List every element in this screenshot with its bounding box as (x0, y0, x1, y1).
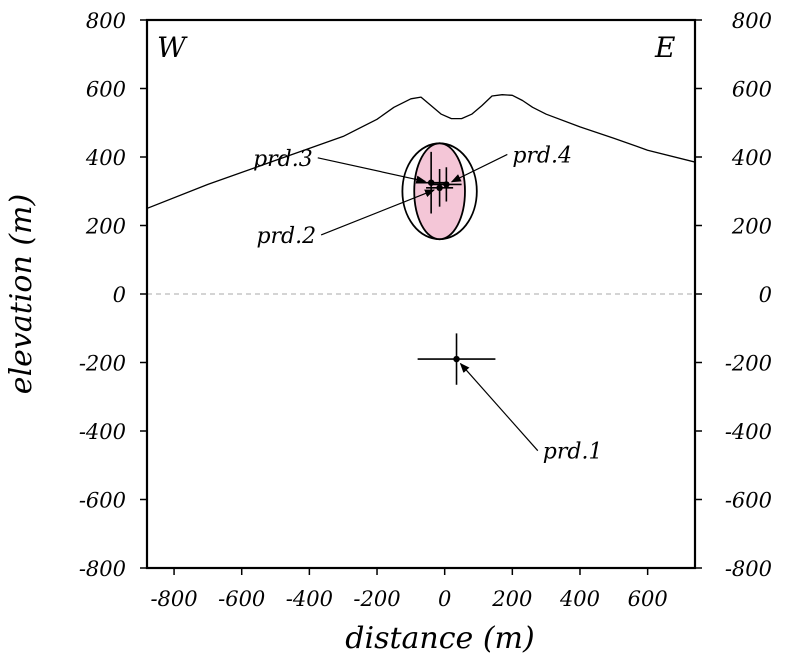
x-tick-label: 400 (559, 587, 600, 611)
annotation-arrow-prd1 (459, 362, 539, 452)
x-tick-label: -400 (286, 587, 333, 611)
corner-label-west: W (157, 31, 188, 64)
annotation-arrow-prd3 (317, 157, 427, 184)
axes: -800 -600 -400 -200 0 200 400 600 -800 -800 -600 -6… (79, 9, 772, 611)
data-point-prd1 (417, 333, 496, 385)
y-tick-label-right: 200 (731, 215, 772, 239)
y-tick-label-left: 0 (113, 283, 126, 307)
annotation-arrow-prd2 (320, 189, 435, 236)
y-tick-label-right: 600 (732, 78, 772, 102)
y-axis-title: elevation (m) (4, 194, 39, 394)
y-tick-label-right: -600 (725, 489, 772, 513)
x-axis-title: distance (m) (345, 621, 534, 656)
y-tick-label-left: 400 (85, 146, 126, 170)
point-marker (443, 181, 450, 188)
y-tick-label-left: -200 (79, 352, 126, 376)
annotation-label-prd1: prd.1 (543, 440, 603, 465)
x-tick-label: -200 (353, 587, 400, 611)
y-tick-label-right: -200 (725, 352, 772, 376)
y-tick-label-left: 600 (86, 78, 126, 102)
x-tick-label: -600 (218, 587, 265, 611)
annotations: prd.1 prd.2 prd.3 prd.4 (253, 143, 602, 464)
point-marker (453, 355, 460, 363)
corner-label-east: E (654, 31, 675, 64)
annotation-label-prd3: prd.3 (253, 147, 313, 172)
x-tick-label: 600 (628, 587, 668, 611)
y-tick-label-right: 400 (731, 146, 772, 170)
y-tick-label-right: 0 (759, 283, 772, 307)
y-tick-label-right: -800 (725, 557, 772, 581)
y-tick-label-left: 200 (85, 215, 126, 239)
plot-area (147, 94, 695, 385)
y-tick-label-left: -400 (79, 420, 126, 444)
x-tick-label: 0 (438, 587, 451, 611)
y-tick-label-right: -400 (725, 420, 772, 444)
annotation-arrow-prd4 (450, 153, 508, 183)
annotation-label-prd4: prd.4 (512, 143, 572, 168)
y-tick-label-left: 800 (86, 9, 126, 33)
plot-inner (147, 94, 695, 385)
topography-line (147, 94, 695, 210)
y-tick-label-left: -600 (79, 489, 126, 513)
x-tick-label: -800 (150, 587, 197, 611)
annotation-label-prd2: prd.2 (256, 224, 316, 249)
y-tick-label-right: 800 (732, 9, 772, 33)
point-marker (436, 184, 443, 192)
y-tick-label-left: -800 (79, 557, 126, 581)
data-point-prd4 (431, 167, 462, 202)
x-tick-label: 200 (491, 587, 532, 611)
